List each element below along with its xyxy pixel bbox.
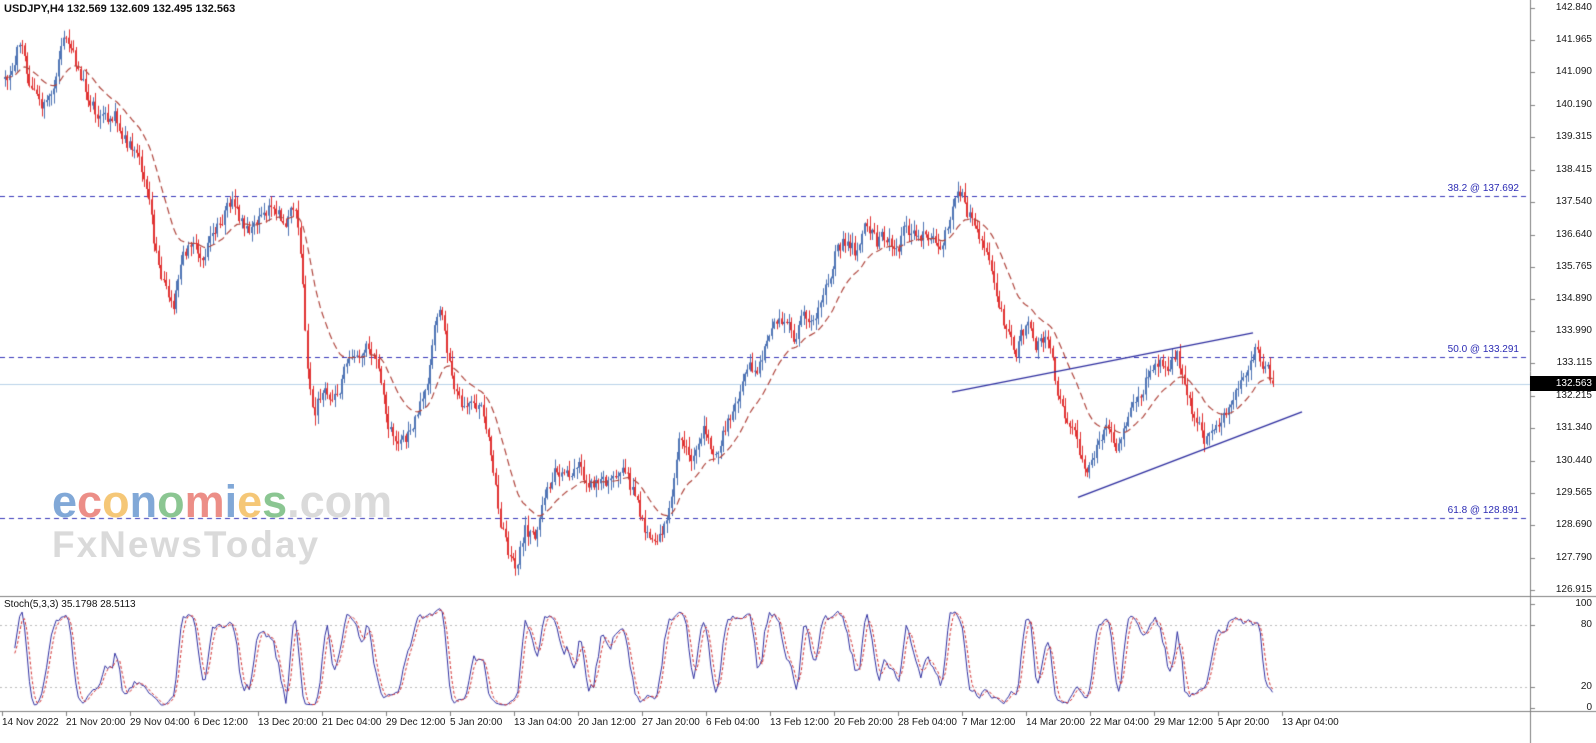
price-axis-label: 133.115	[1556, 357, 1592, 369]
indicator-axis-label: 100	[1575, 598, 1592, 609]
time-axis-label: 29 Dec 12:00	[386, 717, 446, 728]
time-axis-label: 5 Apr 20:00	[1218, 717, 1270, 728]
time-axis-label: 14 Nov 2022	[2, 717, 59, 728]
time-axis-label: 14 Mar 20:00	[1026, 717, 1085, 728]
time-axis-label: 29 Mar 12:00	[1154, 717, 1213, 728]
time-axis-label: 7 Mar 12:00	[962, 717, 1016, 728]
time-axis-label: 6 Feb 04:00	[706, 717, 760, 728]
indicator-axis[interactable]: 100 80 20 0	[1531, 0, 1596, 743]
price-axis-label: 139.315	[1555, 130, 1592, 142]
time-axis-label: 13 Jan 04:00	[514, 717, 572, 728]
price-axis-label: 142.840	[1555, 2, 1592, 13]
indicator-axis-label: 80	[1580, 618, 1592, 630]
price-axis-label: 136.640	[1555, 228, 1592, 240]
time-axis-label: 6 Dec 12:00	[194, 717, 248, 728]
price-axis-label: 137.540	[1555, 195, 1592, 207]
indicator-axis-label: 0	[1586, 702, 1592, 713]
time-axis[interactable]: 14 Nov 2022 21 Nov 20:00 29 Nov 04:00 6 Dec…	[0, 712, 1596, 743]
price-axis-label: 132.215	[1555, 390, 1592, 402]
time-axis-label: 20 Feb 20:00	[834, 717, 893, 728]
price-axis[interactable]: 142.840 141.965 141.090 140.190 139.315 138.4…	[1531, 0, 1596, 743]
price-axis-label: 140.190	[1555, 98, 1592, 110]
price-axis-label: 135.765	[1555, 260, 1592, 272]
time-axis-label: 20 Jan 12:00	[578, 717, 636, 728]
price-axis-label: 138.415	[1555, 163, 1592, 175]
time-axis-label: 29 Nov 04:00	[130, 717, 190, 728]
time-axis-label: 5 Jan 20:00	[450, 717, 503, 728]
time-axis-label: 21 Nov 20:00	[66, 717, 126, 728]
time-axis-label: 13 Apr 04:00	[1282, 717, 1339, 728]
indicator-axis-label: 20	[1580, 681, 1592, 693]
price-axis-label: 141.965	[1555, 33, 1592, 45]
price-axis-label: 133.990	[1555, 325, 1592, 337]
current-price-tag: 132.563	[1530, 376, 1596, 392]
time-axis-label: 21 Dec 04:00	[322, 717, 382, 728]
price-axis-label: 129.565	[1555, 487, 1592, 499]
time-axis-label: 13 Feb 12:00	[770, 717, 829, 728]
price-axis-label: 128.690	[1555, 519, 1592, 531]
chart-title: USDJPY,H4 132.569 132.609 132.495 132.56…	[4, 3, 236, 15]
time-axis-label: 28 Feb 04:00	[898, 717, 957, 728]
price-axis-label: 127.790	[1555, 552, 1592, 564]
price-axis-label: 141.090	[1555, 65, 1592, 77]
price-axis-label: 134.890	[1555, 292, 1592, 304]
time-axis-label: 27 Jan 20:00	[642, 717, 700, 728]
indicator-label: Stoch(5,3,3) 35.1798 28.5113	[4, 599, 136, 610]
price-axis-label: 130.440	[1555, 455, 1592, 467]
time-axis-label: 22 Mar 04:00	[1090, 717, 1149, 728]
price-axis-label: 131.340	[1555, 422, 1592, 434]
time-axis-label: 13 Dec 20:00	[258, 717, 318, 728]
price-axis-label: 126.915	[1555, 584, 1592, 596]
